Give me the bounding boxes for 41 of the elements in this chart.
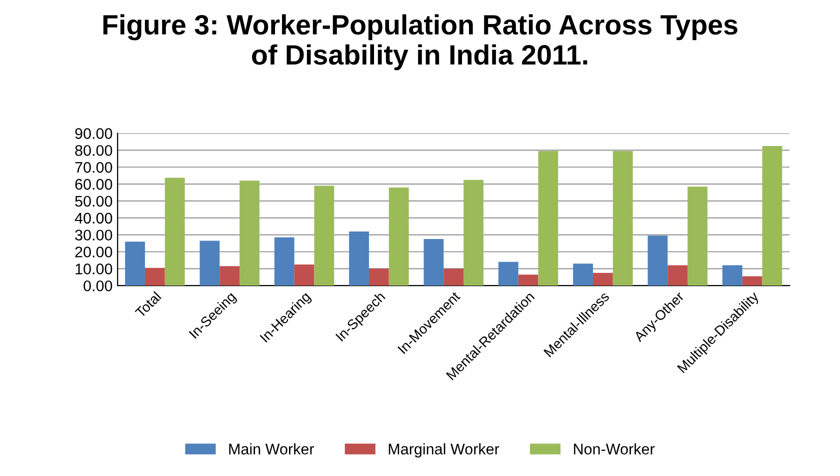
bar (144, 268, 165, 286)
bar (220, 266, 240, 286)
bar (314, 186, 334, 286)
y-tick-label: 30.00 (75, 230, 112, 241)
bar (125, 242, 145, 286)
y-tick-label: 10.00 (76, 264, 112, 274)
bar (240, 180, 260, 286)
bar (722, 265, 742, 286)
bar (668, 265, 688, 286)
bar (762, 146, 782, 286)
bar (368, 268, 389, 286)
y-tick-label: 20.00 (75, 246, 112, 258)
y-tick-label: 0.00 (84, 280, 112, 292)
legend-label: Main Worker (229, 443, 314, 454)
bar (444, 268, 464, 286)
bar (538, 151, 558, 286)
bar (200, 240, 220, 286)
bar (349, 231, 369, 286)
chart-title: Figure 3: Worker-Population Ratio Across Types of Disability in India 2011. (103, 14, 738, 70)
y-tick-label: 40.00 (74, 212, 112, 224)
bar (164, 178, 185, 286)
bar (294, 264, 314, 286)
bar (424, 239, 444, 286)
legend-label: Marginal Worker (388, 443, 500, 458)
y-tick-label: 90.00 (75, 128, 112, 139)
y-tick-label: 60.00 (75, 178, 112, 190)
legend-label: Non-Worker (574, 443, 655, 454)
bar (498, 262, 518, 286)
bar (388, 187, 409, 286)
y-tick-label: 50.00 (75, 196, 112, 207)
bar (688, 186, 708, 286)
y-tick-label: 70.00 (75, 162, 112, 173)
bar (612, 151, 633, 286)
bar (518, 274, 538, 286)
bar (573, 264, 593, 286)
bar (592, 272, 613, 286)
bar (274, 237, 294, 286)
y-tick-label: 80.00 (75, 145, 112, 156)
bar (742, 276, 762, 286)
bar (464, 180, 484, 286)
bar (648, 236, 668, 286)
